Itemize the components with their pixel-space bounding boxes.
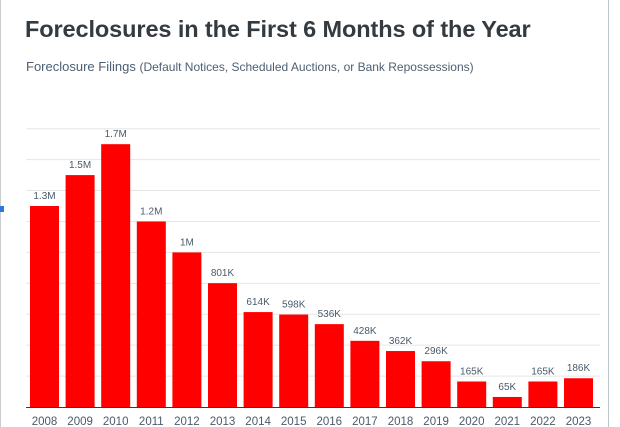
frame-left-marker bbox=[0, 206, 4, 212]
x-tick-2018: 2018 bbox=[388, 416, 414, 427]
bar-2015 bbox=[279, 314, 309, 407]
value-label-2018: 362K bbox=[389, 336, 413, 347]
x-tick-2015: 2015 bbox=[281, 416, 307, 427]
bar-2013 bbox=[208, 283, 237, 407]
value-label-2009: 1.5M bbox=[69, 160, 91, 171]
bar-2009 bbox=[65, 175, 95, 407]
value-label-2015: 598K bbox=[282, 300, 306, 311]
bar-2021 bbox=[492, 396, 522, 407]
x-tick-2023: 2023 bbox=[566, 416, 592, 427]
value-label-2013: 801K bbox=[211, 268, 235, 279]
x-tick-2009: 2009 bbox=[67, 416, 93, 427]
x-tick-2016: 2016 bbox=[317, 416, 343, 427]
frame-right-edge bbox=[608, 0, 609, 427]
x-tick-2012: 2012 bbox=[174, 416, 200, 427]
value-label-2020: 165K bbox=[460, 366, 484, 377]
bar-2022 bbox=[528, 381, 558, 407]
bar-2023 bbox=[564, 378, 593, 407]
value-label-2023: 186K bbox=[567, 363, 591, 374]
bar-2010 bbox=[101, 144, 131, 407]
value-labels: 1.3M 1.5M 1.7M 1.2M 1M 801K 614K 598K 536K 428K 36… bbox=[33, 129, 590, 393]
bar-2019 bbox=[421, 361, 451, 407]
x-tick-2022: 2022 bbox=[530, 416, 556, 427]
x-tick-2019: 2019 bbox=[423, 416, 449, 427]
value-label-2014: 614K bbox=[246, 297, 270, 308]
value-label-2012: 1M bbox=[180, 237, 194, 248]
chart-subtitle: Foreclosure Filings (Default Notices, Sc… bbox=[26, 59, 474, 74]
value-label-2008: 1.3M bbox=[33, 191, 55, 202]
x-tick-2013: 2013 bbox=[210, 416, 236, 427]
x-tick-2008: 2008 bbox=[32, 416, 58, 427]
x-tick-2010: 2010 bbox=[103, 416, 129, 427]
bar-2008 bbox=[30, 206, 59, 407]
x-tick-2020: 2020 bbox=[459, 416, 485, 427]
x-tick-2014: 2014 bbox=[245, 416, 271, 427]
value-label-2011: 1.2M bbox=[140, 206, 162, 217]
x-axis-tick-labels: 2008 2009 2010 2011 2012 2013 2014 2015 2016 2017… bbox=[32, 416, 592, 427]
bars bbox=[30, 144, 593, 407]
bar-2018 bbox=[386, 351, 415, 407]
x-tick-2021: 2021 bbox=[495, 416, 521, 427]
chart-subtitle-note: (Default Notices, Scheduled Auctions, or… bbox=[139, 60, 474, 74]
x-tick-2017: 2017 bbox=[352, 416, 378, 427]
value-label-2010: 1.7M bbox=[105, 129, 127, 140]
frame-left-edge bbox=[0, 0, 1, 427]
value-label-2017: 428K bbox=[353, 326, 377, 337]
value-label-2019: 296K bbox=[424, 346, 448, 357]
x-tick-2011: 2011 bbox=[139, 416, 164, 427]
value-label-2021: 65K bbox=[498, 382, 516, 393]
bar-2020 bbox=[457, 381, 487, 407]
bar-2011 bbox=[136, 221, 166, 407]
bar-2017 bbox=[350, 340, 380, 407]
bar-2016 bbox=[314, 324, 344, 407]
chart-subtitle-main: Foreclosure Filings bbox=[26, 59, 136, 74]
value-label-2016: 536K bbox=[318, 309, 342, 320]
chart-title: Foreclosures in the First 6 Months of th… bbox=[25, 16, 531, 42]
value-label-2022: 165K bbox=[531, 366, 555, 377]
bar-2014 bbox=[243, 312, 273, 407]
bar-2012 bbox=[172, 252, 202, 407]
